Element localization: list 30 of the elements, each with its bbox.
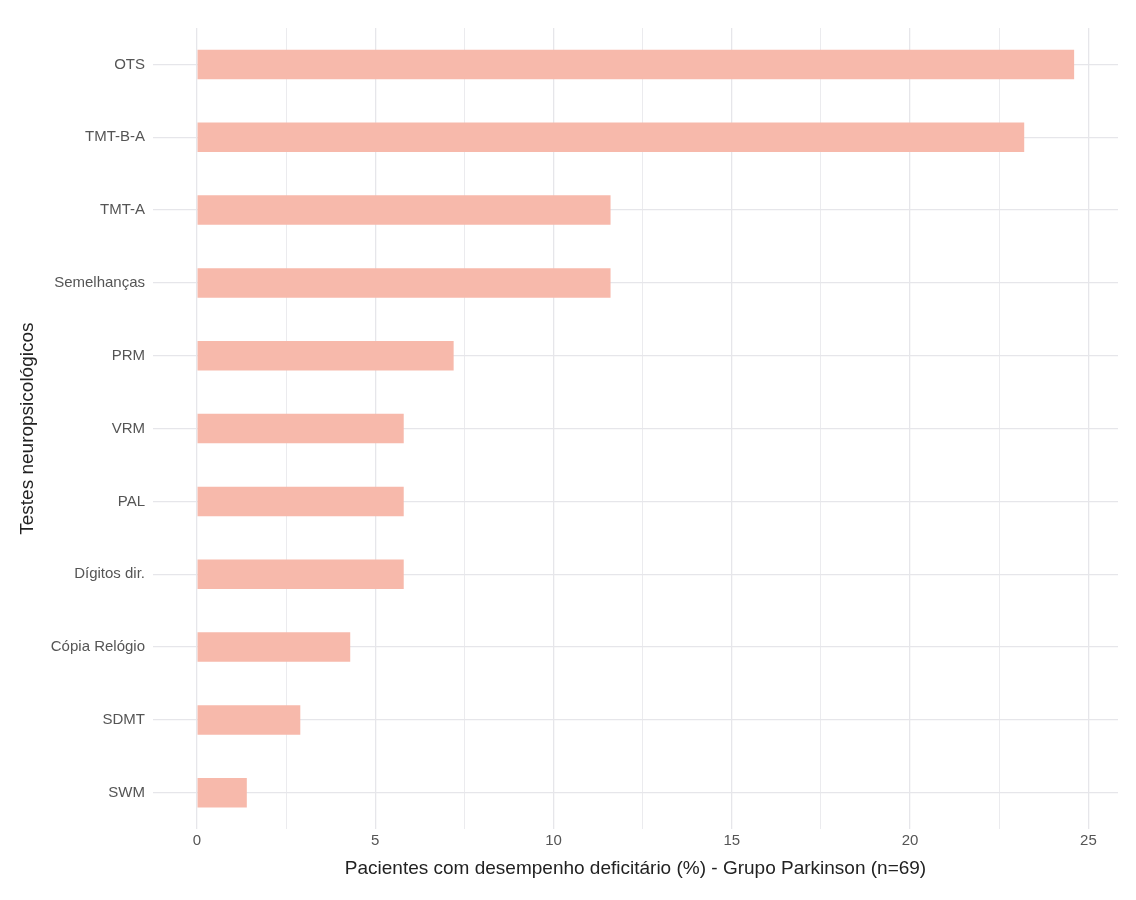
bar <box>197 268 611 298</box>
y-tick-label: Semelhanças <box>54 273 146 291</box>
bar <box>197 341 454 371</box>
y-tick-label: PRM <box>111 345 146 363</box>
x-tick-label: 25 <box>1080 831 1097 849</box>
x-tick-label: 5 <box>371 831 380 849</box>
x-tick-label: 10 <box>545 831 562 849</box>
bar <box>197 632 351 662</box>
bar <box>197 778 247 808</box>
y-tick-label: OTS <box>114 54 146 72</box>
x-tick-label: 20 <box>901 831 919 849</box>
x-axis-title: Pacientes com desempenho deficitário (%) - Grupo Parkinson (n=69) <box>344 856 927 878</box>
y-tick-label: TMT-B-A <box>85 127 146 145</box>
y-axis-title: Testes neuropsicológicos <box>15 322 37 535</box>
y-tick-label: Cópia Relógio <box>50 637 146 655</box>
bar <box>197 413 404 444</box>
y-tick-label: Dígitos dir. <box>74 564 146 582</box>
y-tick-label: TMT-A <box>100 200 146 218</box>
y-tick-label: SDMT <box>102 710 146 728</box>
x-tick-label: 0 <box>192 831 202 849</box>
bar <box>197 559 404 590</box>
bar <box>197 705 301 735</box>
x-tick-label: 15 <box>723 831 741 849</box>
y-tick-label: VRM <box>111 418 146 436</box>
bar <box>197 486 404 517</box>
y-tick-label: SWM <box>108 782 146 800</box>
bar <box>197 195 611 225</box>
bar <box>197 122 1025 152</box>
bar <box>197 49 1075 80</box>
y-tick-label: PAL <box>117 491 146 509</box>
